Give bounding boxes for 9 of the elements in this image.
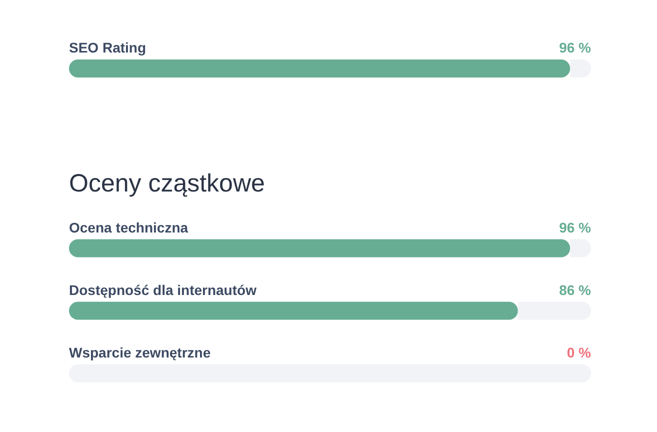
- data-label: 96 %: [559, 219, 592, 235]
- chart-title: Oceny cząstkowe: [69, 169, 265, 198]
- y-tick-label: Dostępność dla internautów: [69, 282, 257, 298]
- data-label: 96 %: [559, 40, 592, 56]
- data-label: 0 %: [566, 344, 592, 360]
- y-tick-label: Wsparcie zewnętrzne: [69, 344, 211, 360]
- data-label: 86 %: [559, 282, 592, 298]
- y-tick-label: SEO Rating: [69, 40, 146, 56]
- y-tick-label: Ocena techniczna: [69, 219, 188, 235]
